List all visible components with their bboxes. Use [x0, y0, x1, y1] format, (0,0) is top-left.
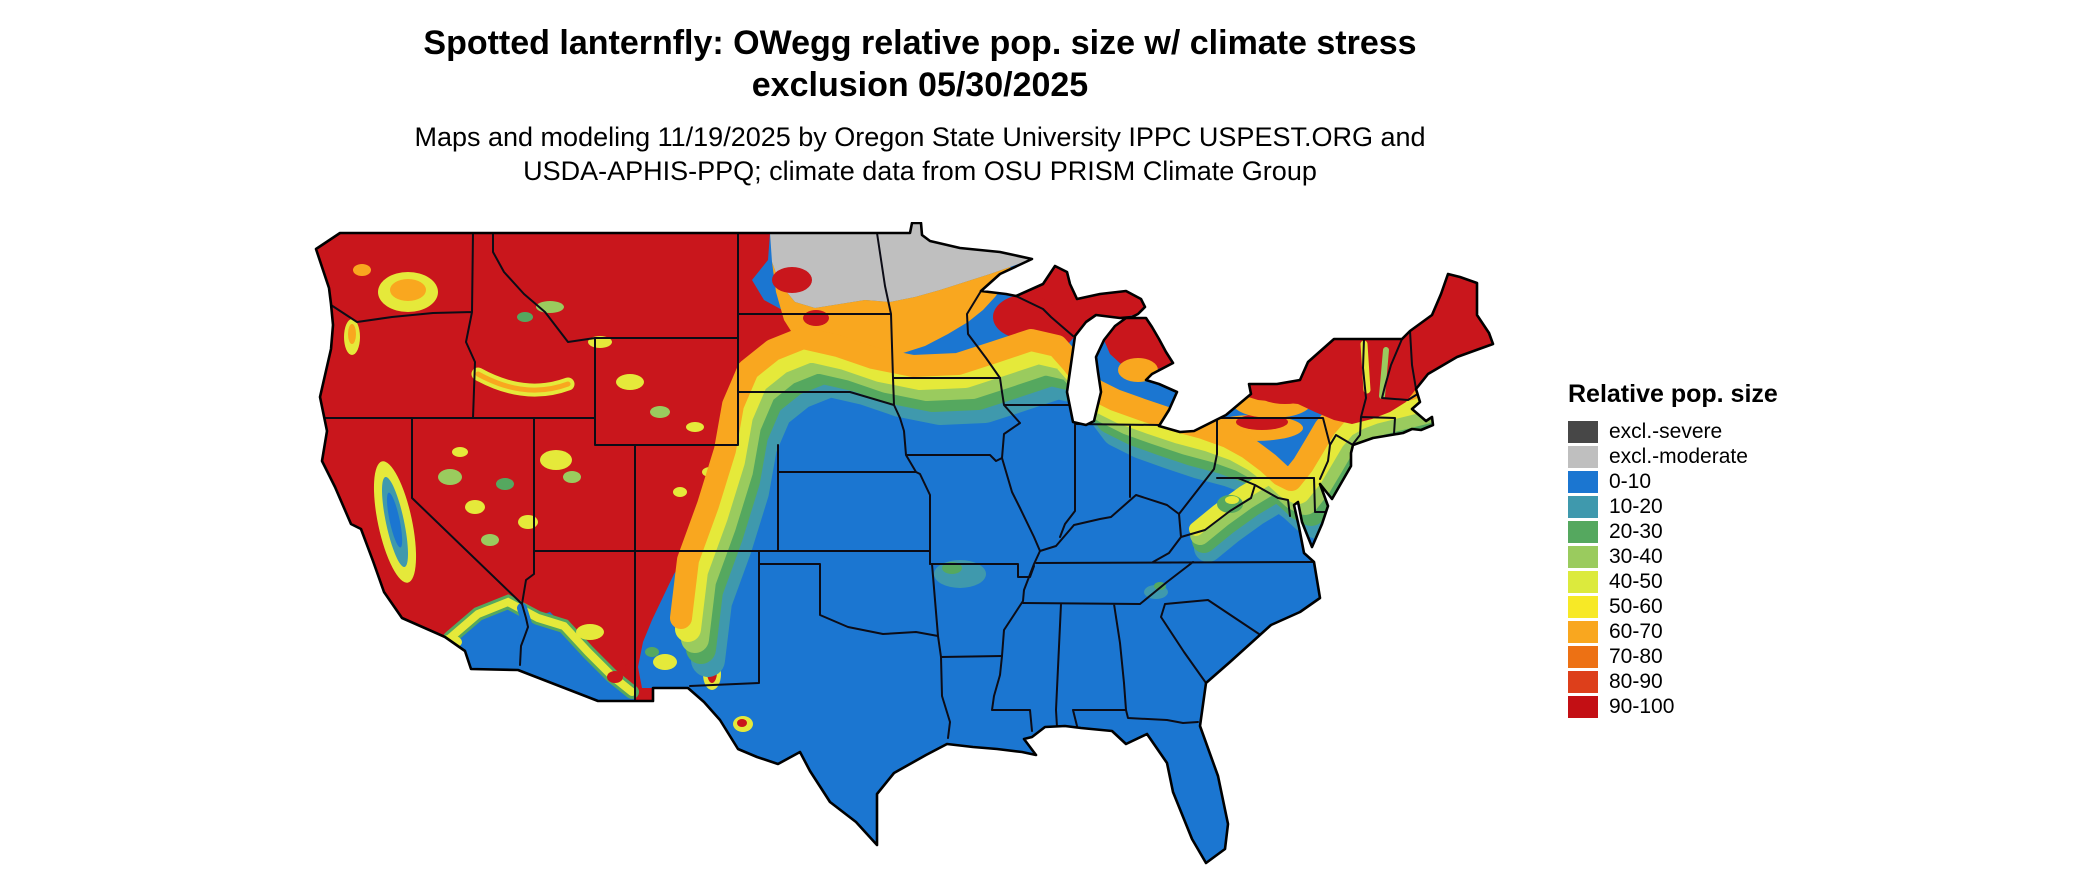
legend-item: 40-50 [1568, 570, 1778, 593]
legend-item: 90-100 [1568, 695, 1778, 718]
map-title-line2: exclusion 05/30/2025 [751, 66, 1089, 104]
legend-title: Relative pop. size [1568, 380, 1778, 408]
legend-swatch [1568, 646, 1598, 668]
legend-swatch [1568, 421, 1598, 443]
map-subtitle-line1: Maps and modeling 11/19/2025 by Oregon S… [414, 122, 1426, 152]
southwest-desert-low-region [450, 600, 636, 701]
legend-label: 40-50 [1609, 570, 1663, 593]
excluded-moderate-region [770, 223, 1032, 308]
legend-item: 0-10 [1568, 470, 1778, 493]
legend-swatch [1568, 521, 1598, 543]
legend-item: excl.-moderate [1568, 445, 1778, 468]
legend-item: 70-80 [1568, 645, 1778, 668]
legend-swatch [1568, 596, 1598, 618]
raster-layer [316, 223, 1493, 863]
legend-item: excl.-severe [1568, 420, 1778, 443]
legend-item: 60-70 [1568, 620, 1778, 643]
dakotas-red-patch-2 [803, 310, 829, 326]
legend-item: 80-90 [1568, 670, 1778, 693]
legend-label: 20-30 [1609, 520, 1663, 543]
north-wisconsin-red [993, 295, 1057, 339]
map-subtitle-line2: USDA-APHIS-PPQ; climate data from OSU PR… [523, 156, 1317, 186]
connecticut-valley-streak [1379, 347, 1389, 399]
legend-swatch [1568, 671, 1598, 693]
map-title: Spotted lanternfly: OWegg relative pop. … [0, 22, 1840, 106]
legend-label: 10-20 [1609, 495, 1663, 518]
legend-label: 60-70 [1609, 620, 1663, 643]
michigan-orange [1118, 358, 1158, 382]
legend-label: 80-90 [1609, 670, 1663, 693]
map-title-line1: Spotted lanternfly: OWegg relative pop. … [423, 24, 1417, 62]
legend-label: 50-60 [1609, 595, 1663, 618]
legend-label: 0-10 [1609, 470, 1652, 493]
us-choropleth-map [314, 222, 1495, 865]
legend-item: 10-20 [1568, 495, 1778, 518]
legend-swatch [1568, 471, 1598, 493]
legend-swatch [1568, 571, 1598, 593]
legend-label: 90-100 [1609, 695, 1675, 718]
legend-swatch [1568, 696, 1598, 718]
dakotas-red-patch [772, 267, 812, 293]
desert-edge-yellow-fringe [446, 597, 636, 696]
legend-item: 50-60 [1568, 595, 1778, 618]
state-borders [323, 232, 1417, 739]
legend-swatch [1568, 621, 1598, 643]
legend-swatch [1568, 496, 1598, 518]
legend-item: 30-40 [1568, 545, 1778, 568]
legend-label: 70-80 [1609, 645, 1663, 668]
north-michigan-red [1104, 318, 1173, 371]
legend-swatch [1568, 446, 1598, 468]
legend-label: 30-40 [1609, 545, 1663, 568]
map-subtitle: Maps and modeling 11/19/2025 by Oregon S… [0, 120, 1840, 188]
legend-list: excl.-severe excl.-moderate 0-10 10-20 20-30… [1568, 420, 1778, 718]
legend-label: excl.-moderate [1609, 445, 1748, 468]
legend: Relative pop. size excl.-severe excl.-mod… [1568, 380, 1778, 721]
legend-item: 20-30 [1568, 520, 1778, 543]
legend-label: excl.-severe [1609, 420, 1723, 443]
legend-swatch [1568, 546, 1598, 568]
